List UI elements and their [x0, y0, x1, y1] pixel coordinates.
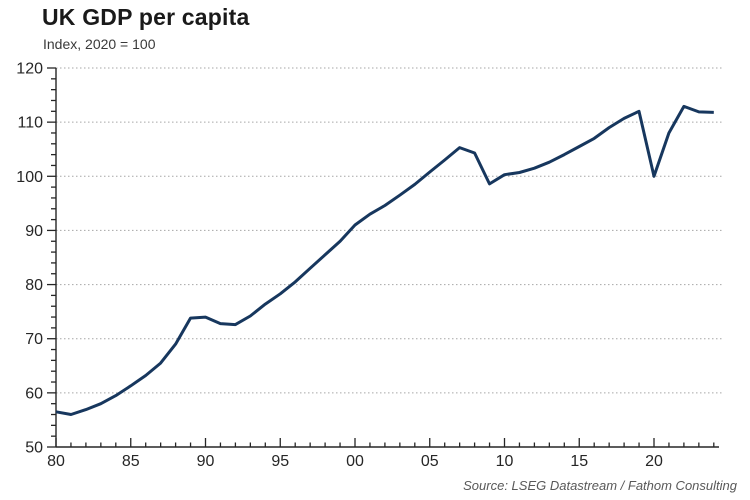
x-tick-label: 00 [346, 453, 364, 470]
y-tick-label: 110 [17, 115, 43, 132]
x-tick-label: 95 [271, 453, 289, 470]
x-tick-label: 90 [197, 453, 215, 470]
x-tick-label: 05 [421, 453, 439, 470]
y-tick-label: 100 [16, 169, 43, 186]
source-note: Source: LSEG Datastream / Fathom Consult… [463, 478, 737, 493]
y-tick-label: 90 [25, 223, 43, 240]
y-tick-label: 80 [25, 277, 43, 294]
x-tick-label: 10 [496, 453, 514, 470]
x-tick-label: 80 [47, 453, 65, 470]
x-tick-label: 85 [122, 453, 140, 470]
y-tick-label: 50 [25, 440, 43, 457]
x-tick-label: 15 [570, 453, 588, 470]
chart-title: UK GDP per capita [42, 4, 250, 30]
gdp-per-capita-line [55, 104, 714, 416]
x-tick-label: 20 [645, 453, 663, 470]
y-tick-label: 60 [25, 385, 43, 402]
chart-subtitle: Index, 2020 = 100 [43, 36, 156, 52]
y-tick-label: 70 [25, 331, 43, 348]
y-tick-label: 120 [16, 61, 43, 78]
